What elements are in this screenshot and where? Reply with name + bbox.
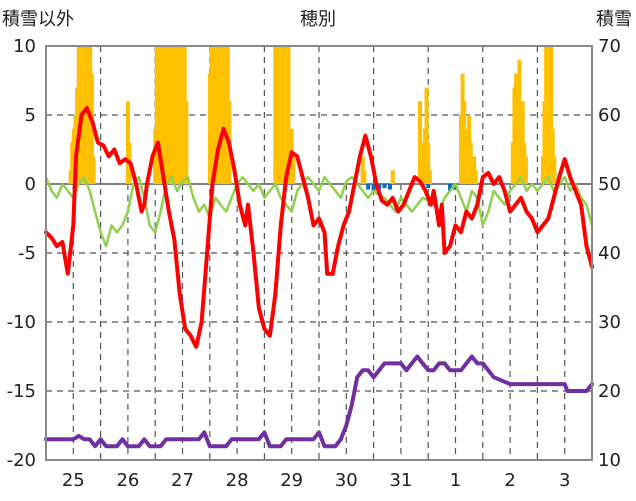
x-tick-label: 29 [280, 470, 303, 491]
bar-orange_bars [424, 87, 429, 184]
right-tick-label: 30 [598, 312, 621, 333]
right-tick-label: 10 [598, 450, 621, 471]
right-axis-label: 積雪 [596, 9, 632, 30]
x-tick-label: 3 [559, 470, 570, 491]
x-tick-label: 28 [226, 470, 249, 491]
bar-orange_bars [184, 101, 189, 184]
x-tick-label: 27 [171, 470, 194, 491]
bar-orange_bars [291, 156, 296, 184]
left-tick-label: 0 [25, 174, 36, 195]
bar-orange_bars [552, 156, 557, 184]
right-tick-label: 20 [598, 381, 621, 402]
bar-orange_bars [523, 156, 528, 184]
x-tick-labels: 25 26 27 28 29 30 31 1 2 3 [62, 470, 571, 491]
left-tick-label: -5 [18, 243, 36, 264]
bar-blue_bars [371, 184, 376, 191]
bar-orange_bars [427, 170, 432, 184]
lines-layer [44, 106, 594, 449]
right-tick-label: 40 [598, 243, 621, 264]
left-tick-label: -10 [7, 312, 36, 333]
left-axis-label: 積雪以外 [2, 9, 74, 30]
left-tick-label: 5 [25, 105, 36, 126]
x-tick-label: 26 [116, 470, 139, 491]
bar-orange_bars [91, 156, 96, 184]
right-tick-labels: 70 60 50 40 30 20 10 [598, 36, 621, 471]
left-tick-label: -15 [7, 381, 36, 402]
bar-orange_bars [286, 46, 291, 184]
bar-blue_bars [426, 184, 431, 189]
bar-orange_bars [468, 142, 473, 184]
bar-blue_bars [382, 184, 387, 189]
bar-orange_bars [362, 170, 367, 184]
series-line-green [44, 175, 594, 248]
series-line-red [44, 106, 594, 349]
bar-orange_bars [89, 73, 94, 184]
left-tick-labels: 10 5 0 -5 -10 -15 -20 [7, 36, 36, 471]
chart-title: 穂別 [300, 9, 336, 30]
left-tick-label: 10 [13, 36, 36, 57]
x-tick-label: 1 [450, 470, 461, 491]
plot-frame [45, 45, 593, 461]
bar-orange_bars [473, 170, 478, 184]
bar-blue_bars [366, 184, 371, 190]
x-tick-label: 31 [389, 470, 412, 491]
left-tick-label: -20 [7, 450, 36, 471]
right-tick-label: 50 [598, 174, 621, 195]
x-tick-label: 25 [62, 470, 85, 491]
bars-layer [68, 46, 557, 191]
bar-orange_bars [549, 46, 554, 184]
right-tick-label: 60 [598, 105, 621, 126]
right-tick-label: 70 [598, 36, 621, 57]
x-tick-label: 2 [504, 470, 515, 491]
bar-orange_bars [426, 142, 431, 184]
bar-blue_bars [448, 184, 453, 191]
x-tick-label: 30 [335, 470, 358, 491]
series-line-purple [44, 354, 594, 449]
bar-blue_bars [387, 184, 392, 190]
bar-orange_bars [390, 170, 395, 184]
